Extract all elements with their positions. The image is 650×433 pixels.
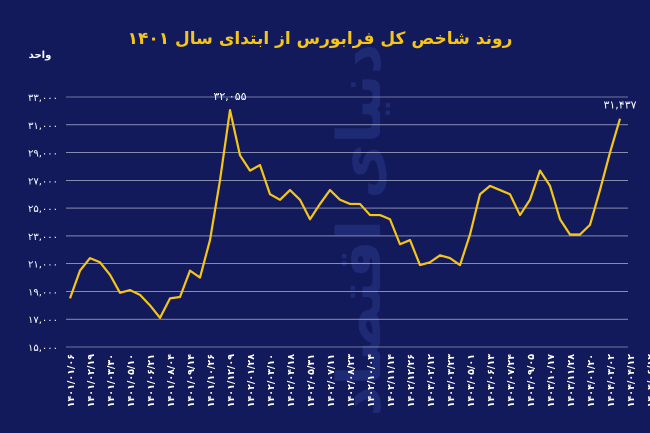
y-tick-label: ۳۱,۰۰۰ [28, 121, 58, 132]
chart-title: روند شاخص کل فرابورس از ابتدای سال ۱۴۰۱ [128, 29, 513, 49]
x-tick-label: ۱۴۰۲/۰۳/۱۰ [266, 354, 277, 407]
x-tick-label: ۱۴۰۲/۰۵/۳۱ [306, 354, 317, 407]
x-tick-label: ۱۴۰۲/۰۴/۱۸ [286, 354, 297, 408]
y-tick-label: ۳۳,۰۰۰ [28, 93, 58, 104]
x-tick-label: ۱۴۰۳/۱۰/۱۷ [546, 354, 557, 408]
x-tick-label: ۱۴۰۴/۰۶/۱۲ [646, 354, 650, 408]
y-tick-label: ۱۹,۰۰۰ [28, 287, 58, 298]
y-tick-label: ۲۹,۰۰۰ [28, 149, 58, 160]
x-tick-label: ۱۴۰۳/۱۱/۲۸ [566, 354, 577, 408]
x-tick-label: ۱۴۰۲/۱۲/۲۶ [406, 354, 417, 407]
x-tick-label: ۱۴۰۱/۰۸/۰۴ [166, 354, 177, 408]
x-tick-label: ۱۴۰۱/۱۲/۰۹ [226, 354, 237, 408]
line [68, 109, 622, 319]
x-tick-label: ۱۴۰۴/۰۴/۱۲ [626, 354, 637, 408]
x-tick-label: ۱۴۰۳/۰۲/۱۲ [426, 354, 437, 408]
x-tick-label: ۱۴۰۱/۰۳/۳۰ [106, 354, 117, 407]
x-tick-label: ۱۴۰۳/۰۶/۱۳ [486, 354, 497, 408]
x-tick-label: ۱۴۰۳/۰۷/۲۴ [506, 354, 517, 408]
x-tick-label: ۱۴۰۱/۰۲/۱۹ [86, 354, 97, 408]
x-tick-label: ۱۴۰۱/۰۵/۱۰ [126, 354, 137, 407]
y-tick-label: ۱۷,۰۰۰ [28, 315, 58, 326]
y-tick-label: ۲۵,۰۰۰ [28, 204, 58, 215]
x-tick-label: ۱۴۰۲/۱۱/۱۴ [386, 354, 397, 408]
x-tick-label: ۱۴۰۱/۰۶/۲۱ [146, 354, 157, 407]
x-tick-label: ۱۴۰۱/۱۰/۲۶ [206, 354, 217, 407]
y-tick-label: ۲۷,۰۰۰ [28, 176, 58, 187]
annotation: ۳۱,۴۳۷ [603, 99, 636, 112]
x-tick-label: ۱۴۰۲/۰۸/۲۳ [346, 354, 357, 408]
x-tick-label: ۱۴۰۱/۰۹/۱۴ [186, 354, 197, 408]
x-tick-label: ۱۴۰۲/۰۱/۲۸ [246, 354, 257, 408]
x-tick-label: ۱۴۰۴/۰۳/۰۲ [606, 354, 617, 408]
y-axis-label: واحد [29, 50, 52, 61]
x-tick-label: ۱۴۰۱/۰۱/۰۶ [66, 354, 77, 407]
x-tick-label: ۱۴۰۲/۰۷/۱۱ [326, 354, 337, 407]
x-tick-label: ۱۴۰۳/۰۵/۰۱ [466, 354, 477, 407]
annotation: ۳۲,۰۵۵ [213, 90, 246, 103]
x-tick-label: ۱۴۰۴/۰۱/۲۰ [586, 354, 597, 407]
x-tick-label: ۱۴۰۲/۱۰/۰۴ [366, 354, 377, 408]
x-tick-label: ۱۴۰۳/۰۹/۰۵ [526, 354, 537, 408]
x-tick-label: ۱۴۰۳/۰۳/۲۳ [446, 354, 457, 408]
watermark: دنیای اقتصاد [325, 43, 395, 416]
y-tick-label: ۲۳,۰۰۰ [28, 232, 58, 243]
y-tick-label: ۱۵,۰۰۰ [28, 343, 58, 354]
y-tick-label: ۲۱,۰۰۰ [28, 260, 58, 271]
